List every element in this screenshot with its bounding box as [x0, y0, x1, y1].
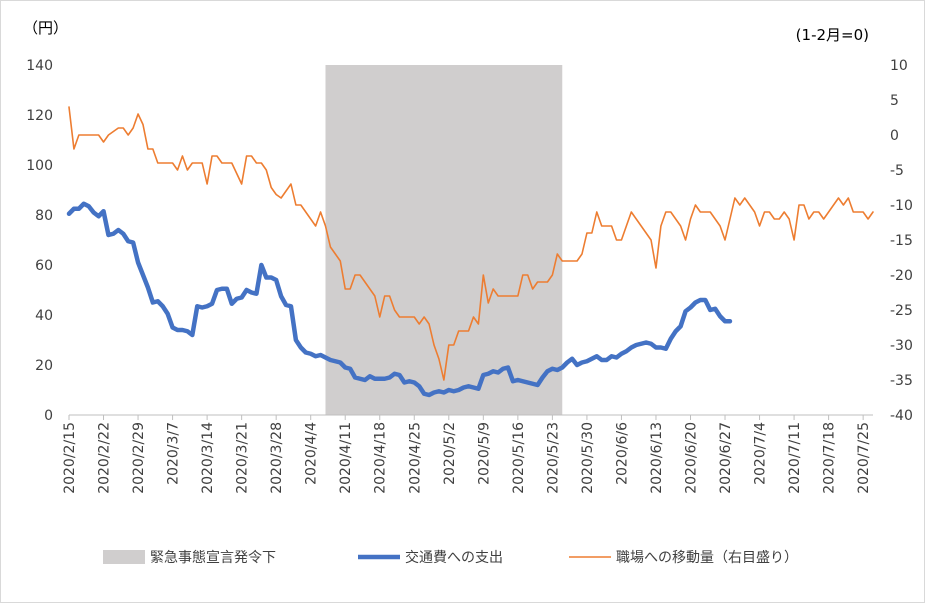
x-tick-label: 2020/3/14 — [200, 422, 216, 494]
x-tick-label: 2020/6/20 — [683, 422, 699, 494]
left-axis-unit: （円） — [23, 19, 68, 37]
legend-item-workplace-mobility: 職場への移動量（右目盛り） — [569, 550, 798, 566]
right-tick-label: 5 — [890, 93, 899, 109]
shaded-period-band — [325, 65, 563, 415]
right-tick-label: -40 — [890, 408, 913, 424]
left-axis-ticks: 0 20 40 60 80 100 120 140 — [26, 58, 53, 424]
right-tick-label: -10 — [890, 198, 913, 214]
right-axis-unit: (1-2月=0) — [796, 26, 869, 44]
x-tick-label: 2020/3/21 — [235, 422, 251, 494]
left-tick-label: 80 — [35, 208, 53, 224]
right-tick-label: 0 — [890, 128, 899, 144]
x-axis-ticks: 2020/2/15 2020/2/22 2020/2/29 2020/3/7 2020/… — [62, 415, 872, 494]
x-tick-label: 2020/7/4 — [753, 422, 769, 485]
x-tick-label: 2020/4/18 — [373, 422, 389, 494]
legend-swatch-shaded-period — [103, 550, 145, 564]
right-tick-label: -20 — [890, 268, 913, 284]
x-tick-label: 2020/5/16 — [511, 422, 527, 494]
x-tick-label: 2020/7/18 — [822, 422, 838, 494]
left-tick-label: 140 — [26, 58, 53, 74]
left-tick-label: 100 — [26, 158, 53, 174]
right-tick-label: -15 — [890, 233, 913, 249]
right-axis-ticks: -40 -35 -30 -25 -20 -15 -10 -5 0 5 10 — [890, 58, 913, 424]
right-tick-label: -5 — [890, 163, 904, 179]
left-tick-label: 60 — [35, 258, 53, 274]
x-tick-label: 2020/2/22 — [97, 422, 113, 494]
series-layer — [66, 106, 874, 398]
right-tick-label: -25 — [890, 303, 913, 319]
x-tick-label: 2020/3/7 — [166, 422, 182, 485]
legend-label-transport-spending: 交通費への支出 — [405, 549, 503, 566]
x-tick-label: 2020/5/30 — [580, 422, 596, 494]
shaded-period-layer — [325, 65, 563, 415]
legend-item-transport-spending: 交通費への支出 — [358, 549, 503, 566]
x-tick-label: 2020/5/2 — [442, 422, 458, 485]
x-tick-label: 2020/2/29 — [131, 422, 147, 494]
x-tick-label: 2020/4/11 — [338, 422, 354, 494]
x-tick-label: 2020/5/23 — [545, 422, 561, 494]
x-tick-label: 2020/4/4 — [304, 422, 320, 485]
x-tick-label: 2020/3/28 — [269, 422, 285, 494]
right-tick-label: -35 — [890, 373, 913, 389]
left-tick-label: 0 — [44, 408, 53, 424]
x-tick-label: 2020/2/15 — [62, 422, 78, 494]
x-tick-label: 2020/4/25 — [407, 422, 423, 494]
series-line-transport-spending — [66, 201, 733, 398]
right-tick-label: 10 — [890, 58, 908, 74]
legend-label-shaded-period: 緊急事態宣言発令下 — [150, 550, 276, 566]
left-tick-label: 120 — [26, 108, 53, 124]
x-tick-label: 2020/7/11 — [787, 422, 803, 494]
x-tick-label: 2020/6/13 — [649, 422, 665, 494]
legend: 緊急事態宣言発令下 交通費への支出 職場への移動量（右目盛り） — [103, 549, 798, 566]
x-tick-label: 2020/6/27 — [718, 422, 734, 494]
series-line-workplace-mobility — [68, 106, 874, 381]
x-tick-label: 2020/6/6 — [614, 422, 630, 485]
right-tick-label: -30 — [890, 338, 913, 354]
legend-label-workplace-mobility: 職場への移動量（右目盛り） — [616, 550, 798, 566]
left-tick-label: 20 — [35, 358, 53, 374]
x-tick-label: 2020/7/25 — [856, 422, 872, 494]
left-tick-label: 40 — [35, 308, 53, 324]
x-tick-label: 2020/5/9 — [476, 422, 492, 485]
legend-item-shaded-period: 緊急事態宣言発令下 — [103, 550, 276, 566]
